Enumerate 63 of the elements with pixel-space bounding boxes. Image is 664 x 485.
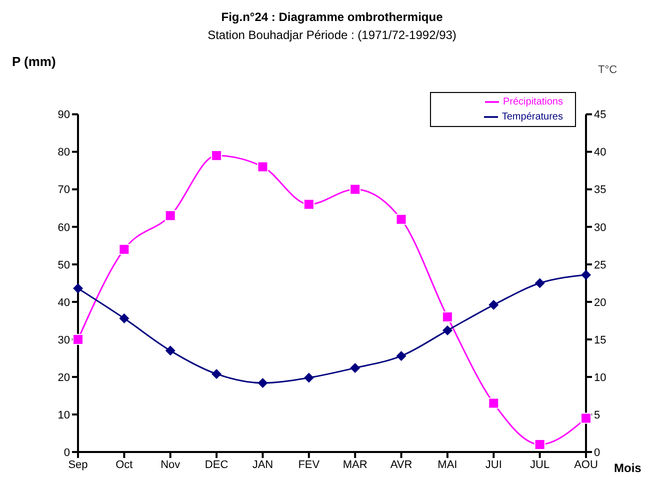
y2-tick-label: 30 xyxy=(594,222,606,234)
point xyxy=(534,278,545,288)
point xyxy=(212,368,222,379)
x-tick-label: MAI xyxy=(438,458,458,471)
point xyxy=(580,412,592,424)
point xyxy=(488,398,500,409)
point xyxy=(488,300,499,310)
point xyxy=(164,210,176,222)
y2-tick-label: 35 xyxy=(594,184,606,196)
x-tick-label: JAN xyxy=(252,458,274,471)
y-tick-label: 40 xyxy=(58,296,70,309)
chart-subtitle: Station Bouhadjar Période : (1971/72-1992/93) xyxy=(206,28,458,42)
y-tick-label: 30 xyxy=(58,334,70,346)
point xyxy=(442,325,452,336)
y-tick-label: 10 xyxy=(58,409,70,422)
point xyxy=(257,161,268,172)
x-tick-label: Oct xyxy=(116,458,133,471)
y2-tick-label: 0 xyxy=(594,446,600,459)
point xyxy=(119,313,130,324)
point xyxy=(211,150,222,162)
y2-tick-label: 25 xyxy=(594,259,606,272)
point xyxy=(396,350,406,361)
point xyxy=(350,184,361,195)
x-tick-label: DEC xyxy=(204,458,228,471)
point xyxy=(118,244,130,255)
legend-label: Précipitations xyxy=(502,96,563,108)
y-tick-label: 90 xyxy=(58,109,70,122)
point xyxy=(72,334,84,345)
x-tick-label: JUL xyxy=(530,458,550,471)
y-tick-label: 70 xyxy=(58,184,70,196)
point xyxy=(350,362,360,373)
x-tick-label: Nov xyxy=(160,458,181,471)
point xyxy=(534,438,546,450)
point xyxy=(396,214,407,225)
x-tick-label: Sep xyxy=(68,458,88,471)
point xyxy=(165,346,176,356)
y2-tick-label: 45 xyxy=(594,109,606,122)
y-tick-label: 60 xyxy=(58,222,70,234)
point xyxy=(303,198,314,210)
x-tick-label: FEV xyxy=(298,458,320,471)
y2-tick-label: 20 xyxy=(594,296,606,309)
y2-tick-label: 40 xyxy=(594,146,606,159)
x-axis-title: Mois xyxy=(614,461,642,475)
y-tick-label: 80 xyxy=(58,146,70,159)
y-tick-label: 50 xyxy=(58,259,70,272)
point xyxy=(581,270,591,280)
point xyxy=(258,378,268,388)
x-tick-label: MAR xyxy=(342,458,368,471)
point xyxy=(442,311,453,322)
y-axis-title: P (mm) xyxy=(12,54,56,69)
y2-axis-title: T°C xyxy=(598,64,618,76)
y-tick-label: 20 xyxy=(58,372,70,384)
legend-label: Températures xyxy=(502,111,563,122)
point xyxy=(304,372,314,383)
point xyxy=(73,283,83,294)
chart-title: Fig.n°24 : Diagramme ombrothermique xyxy=(220,10,444,24)
y2-tick-label: 5 xyxy=(594,409,600,422)
y-tick-label: 0 xyxy=(64,446,70,459)
x-tick-label: AOU xyxy=(574,458,598,471)
x-tick-label: JUI xyxy=(485,458,502,471)
y2-tick-label: 15 xyxy=(594,334,606,346)
x-tick-label: AVR xyxy=(390,458,412,471)
y2-tick-label: 10 xyxy=(594,372,606,384)
